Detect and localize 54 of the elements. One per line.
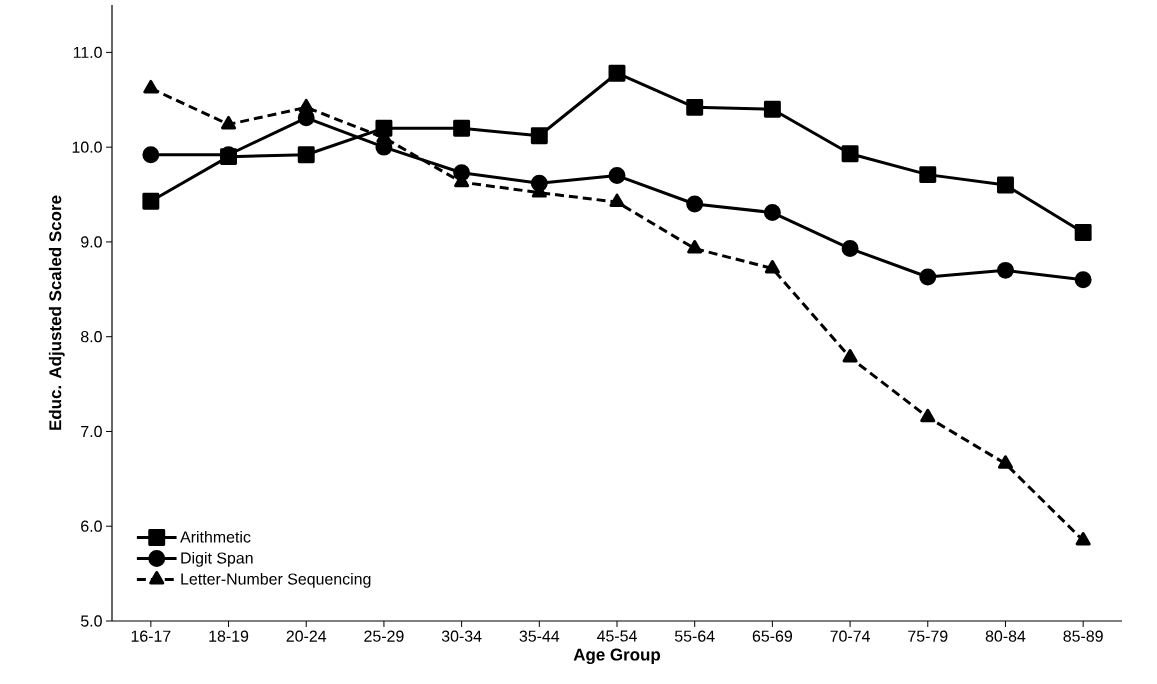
point bbox=[608, 167, 626, 185]
point bbox=[221, 115, 237, 130]
point bbox=[763, 100, 781, 118]
y-tick-label: 6.0 bbox=[81, 520, 102, 532]
point bbox=[530, 127, 548, 145]
y-tick-label: 9.0 bbox=[81, 236, 102, 248]
point bbox=[609, 193, 625, 208]
x-tick-label: 30-34 bbox=[441, 630, 482, 642]
x-tick-label: 16-17 bbox=[131, 630, 171, 642]
point bbox=[996, 176, 1014, 194]
x-tick-label: 75-79 bbox=[908, 630, 948, 642]
point bbox=[608, 64, 626, 82]
point bbox=[142, 146, 160, 164]
legend-label: Letter-Number Sequencing bbox=[181, 572, 371, 588]
point bbox=[142, 192, 160, 210]
point bbox=[297, 146, 315, 164]
point bbox=[298, 98, 314, 113]
x-tick-label: 55-64 bbox=[674, 630, 715, 642]
x-tick-label: 85-89 bbox=[1063, 630, 1103, 642]
legend-label: Arithmetic bbox=[180, 530, 251, 543]
legend-label: Digit Span bbox=[181, 551, 253, 567]
point bbox=[997, 455, 1014, 469]
x-tick-label: 20-24 bbox=[286, 630, 327, 642]
point bbox=[996, 261, 1014, 279]
y-tick-label: 7.0 bbox=[81, 425, 102, 438]
point bbox=[920, 408, 936, 423]
x-tick-label: 18-19 bbox=[209, 630, 249, 642]
point bbox=[687, 240, 703, 254]
point bbox=[686, 98, 704, 116]
x-tick-label: 35-44 bbox=[519, 630, 560, 642]
point bbox=[143, 79, 159, 94]
point bbox=[841, 240, 859, 258]
point bbox=[453, 119, 471, 137]
y-tick-label: 11.0 bbox=[73, 46, 102, 59]
point bbox=[1074, 223, 1092, 241]
x-tick-label: 45-54 bbox=[596, 630, 637, 642]
point bbox=[842, 349, 858, 363]
point bbox=[763, 204, 781, 222]
x-tick-label: 80-84 bbox=[985, 630, 1026, 642]
point bbox=[919, 268, 937, 286]
y-tick-label: 8.0 bbox=[81, 331, 102, 343]
point bbox=[919, 166, 937, 184]
x-tick-label: 25-29 bbox=[364, 630, 404, 642]
x-axis-title: Age Group bbox=[573, 648, 661, 665]
y-axis-title: Educ. Adjusted Scaled Score bbox=[48, 195, 65, 430]
x-tick-label: 65-69 bbox=[752, 630, 793, 642]
point bbox=[1075, 531, 1091, 546]
y-tick-label: 10.0 bbox=[72, 141, 102, 153]
point bbox=[841, 145, 859, 163]
point bbox=[764, 259, 780, 274]
point bbox=[1074, 271, 1092, 289]
y-tick-label: 5.0 bbox=[80, 615, 102, 627]
x-tick-label: 70-74 bbox=[830, 630, 870, 642]
point bbox=[686, 195, 704, 213]
